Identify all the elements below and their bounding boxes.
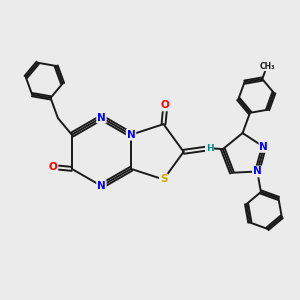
Text: S: S — [160, 174, 167, 184]
Text: N: N — [260, 142, 268, 152]
Text: O: O — [49, 162, 58, 172]
Text: N: N — [127, 130, 135, 140]
Text: N: N — [253, 167, 262, 176]
Text: N: N — [97, 181, 106, 191]
Text: H: H — [206, 144, 213, 153]
Text: O: O — [161, 100, 170, 110]
Text: N: N — [97, 112, 106, 123]
Text: CH₃: CH₃ — [259, 62, 275, 71]
